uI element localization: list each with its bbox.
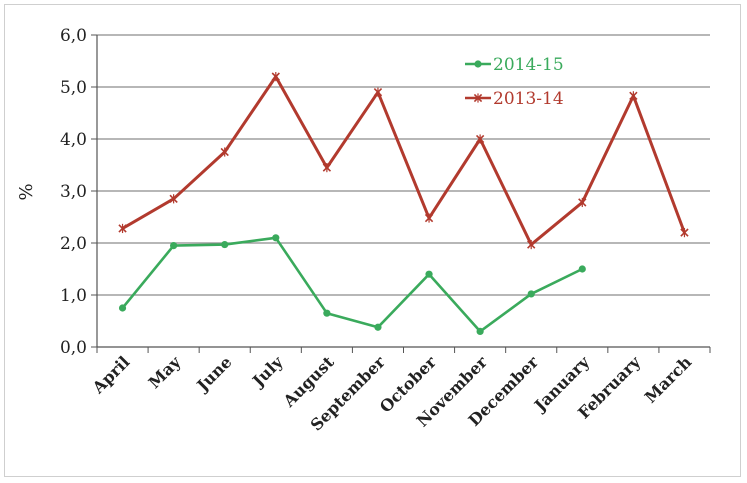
x-tick-labels: April May June JulyAugustSeptemberOctoberNo… [88,352,696,435]
x-tick-label: March [641,352,696,407]
chart-frame [4,4,741,477]
y-tick-label: 4,0 [60,130,87,150]
y-tick-label: 0,0 [60,338,87,358]
series-line-2014-15 [121,236,583,333]
data-point [425,270,433,278]
data-point [271,72,280,82]
legend-entry: 2013-14 [465,89,564,109]
x-tick-label: May [145,352,185,392]
y-tick-label: 2,0 [60,234,87,254]
data-point [527,290,535,298]
legend-label: 2013-14 [493,89,564,109]
data-point [476,327,484,335]
y-tick-label: 5,0 [60,78,87,98]
data-point [220,147,229,157]
axes [91,34,711,353]
data-point [680,228,689,238]
x-tick-label: April [88,352,133,397]
data-point [322,163,332,173]
y-tick-label: 1,0 [60,286,87,306]
y-axis-title: % [16,183,37,200]
data-point [169,194,178,204]
legend-label: 2014-15 [493,55,564,75]
data-point [527,239,536,250]
data-point [118,223,127,234]
y-tick-label: 6,0 [60,26,87,46]
x-tick-label: June [192,352,236,396]
data-point [578,197,587,208]
data-point [424,213,434,223]
data-point [474,60,482,68]
data-point [170,242,178,250]
data-point [118,304,127,312]
data-point [473,93,483,103]
data-point [629,91,638,101]
data-point [374,323,382,331]
gridlines [97,34,710,296]
y-tick-labels: 0,0 1,0 2,0 3,0 4,0 5,0 6,0 [60,26,87,358]
data-point [323,309,331,317]
legend: 2014-15 2013-14 [465,55,564,109]
data-point [221,240,229,249]
data-point [578,265,586,273]
series-line-2013-14 [121,75,686,247]
legend-entry: 2014-15 [465,55,564,75]
y-tick-label: 3,0 [60,182,87,202]
series [118,72,689,335]
data-point [475,134,485,144]
x-tick-label: July [247,352,287,392]
data-point [373,87,383,97]
data-point [272,234,280,242]
